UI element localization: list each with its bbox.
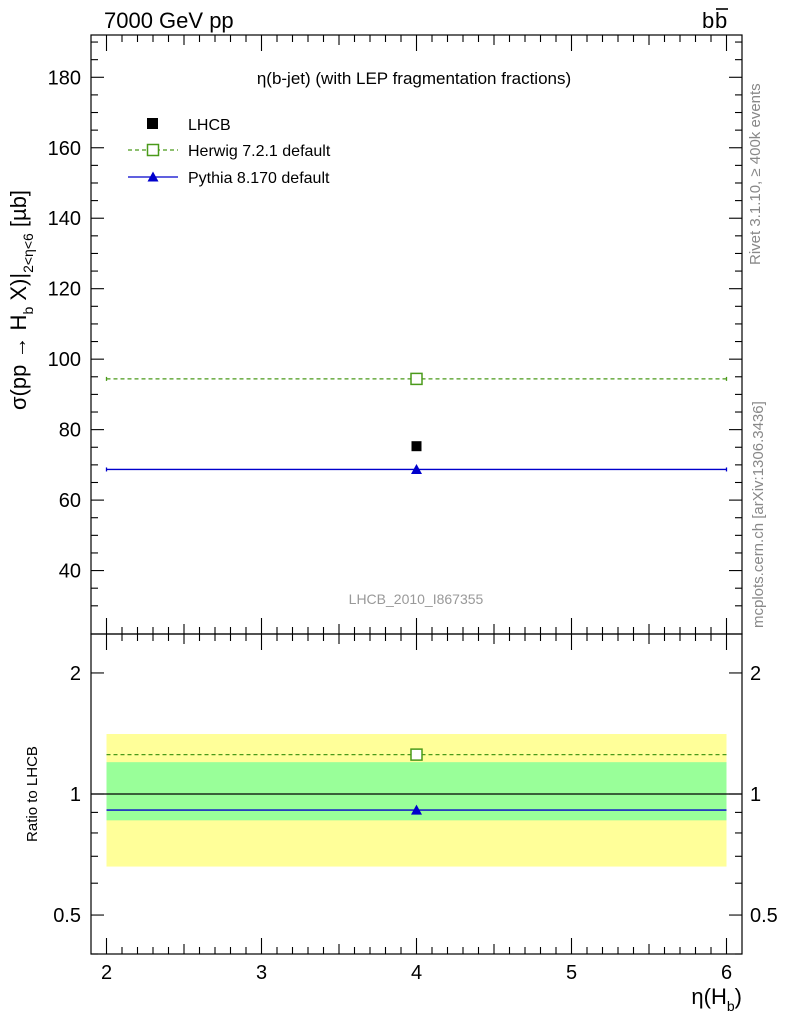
legend: LHCB Herwig 7.2.1 default Pythia 8.170 d… [128,117,331,187]
header-right-bbar: b [715,8,727,33]
ratio-y-tick-label: 2 [70,663,81,685]
main-y-tick-label: 180 [48,67,81,89]
x-tick-label: 6 [721,962,732,984]
main-y-tick-label: 120 [48,279,81,301]
header-left: 7000 GeV pp [104,8,234,33]
chart-title: η(b-jet) (with LEP fragmentation fractio… [257,69,571,88]
main-y-tick-labels: 40 60 80 100 120 140 160 180 [48,67,81,582]
ratio-plot-content [91,734,742,867]
x-tick-label: 5 [566,962,577,984]
x-axis-label: η(Hb) [691,984,742,1014]
main-y-axis-label: σ(pp → Hb X)|2<η<6 [µb] [6,190,36,410]
legend-marker-herwig [146,143,160,157]
legend-label-lhcb: LHCB [188,117,231,134]
legend-label-herwig: Herwig 7.2.1 default [188,143,331,160]
x-tick-label: 4 [411,962,422,984]
ratio-x-tick-labels: 2 3 4 5 6 [101,962,732,984]
legend-marker-lhcb [147,118,158,129]
header-right-b: b [702,8,714,33]
ratio-y-tick-labels: 0.5 0.5 1 1 2 2 [53,663,778,927]
legend-label-pythia: Pythia 8.170 default [188,170,330,187]
main-plot-content [105,372,728,474]
main-y-tick-label: 160 [48,138,81,160]
ylabel-mid: X)| [6,273,31,307]
ratio-y-axis-label: Ratio to LHCB [24,746,41,842]
main-y-tick-label: 40 [59,561,81,583]
ratio-point-pythia [411,804,422,815]
ratio-ticks [91,634,742,955]
main-point-pythia [411,463,422,474]
ylabel-sub1: b [20,307,36,315]
ratio-y-tick-label-right: 0.5 [750,905,778,927]
x-tick-label: 3 [256,962,267,984]
analysis-label: LHCB_2010_I867355 [349,591,484,607]
side-text-rivet: Rivet 3.1.10, ≥ 400k events [747,83,764,265]
legend-marker-pythia [147,171,159,182]
svg-text:η(Hb): η(Hb) [691,984,742,1014]
header-right: b b [702,8,728,33]
ratio-y-tick-label: 1 [70,784,81,806]
main-y-tick-label: 60 [59,490,81,512]
xlabel-main: η(H [691,984,726,1009]
ylabel-unit: [µb] [6,190,31,233]
main-panel: 40 60 80 100 120 140 160 180 η(b-jet) (with LEP… [6,34,743,635]
main-ticks [91,35,742,634]
ratio-point-herwig [410,748,423,761]
side-text-mcplots: mcplots.cern.ch [arXiv:1306.3436] [750,401,767,628]
main-y-tick-label: 100 [48,349,81,371]
svg-text:σ(pp → Hb X)|2<η<6 [µb]: σ(pp → Hb X)|2<η<6 [µb] [6,190,36,410]
main-point-herwig [410,372,423,386]
main-point-lhcb [411,441,422,452]
ratio-y-tick-label-right: 1 [750,784,761,806]
ylabel-main: σ(pp → H [6,315,31,411]
ylabel-sub2: 2<η<6 [20,233,36,273]
main-y-tick-label: 80 [59,420,81,442]
xlabel-close: ) [735,984,742,1009]
ratio-y-tick-label-right: 2 [750,663,761,685]
ratio-y-tick-label: 0.5 [53,905,81,927]
x-tick-label: 2 [101,962,112,984]
xlabel-sub: b [727,998,735,1014]
ratio-panel: 0.5 0.5 1 1 2 2 2 3 4 5 6 Ratio to LHCB η(Hb) [24,633,778,1014]
main-y-tick-label: 140 [48,208,81,230]
